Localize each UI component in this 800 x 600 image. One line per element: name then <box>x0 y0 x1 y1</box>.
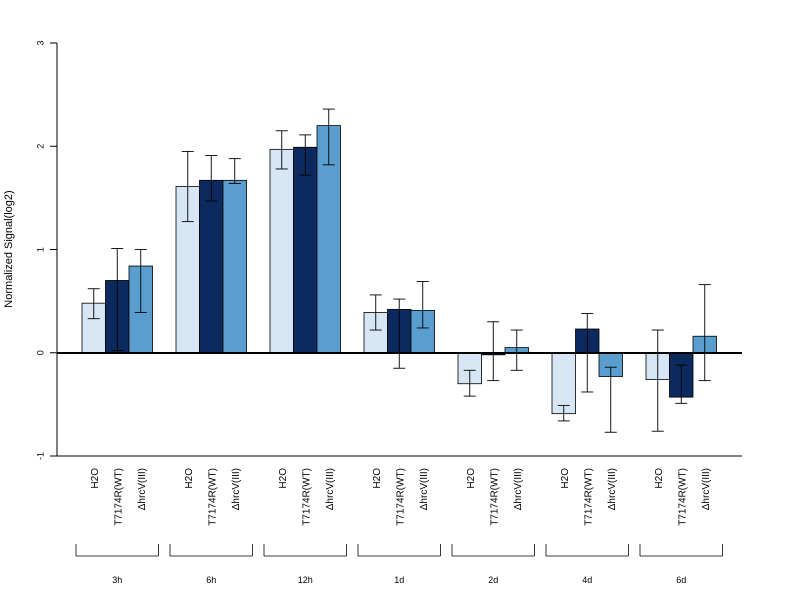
x-tick-label: ΔhrcV(III) <box>419 468 430 510</box>
bar <box>222 179 247 354</box>
y-tick-label: 3 <box>35 40 45 45</box>
x-tick-label: T7174R(WT) <box>301 468 312 526</box>
bar <box>293 146 318 354</box>
y-axis-label: Normalized Signal(log2) <box>3 190 15 307</box>
group-label: 6d <box>676 575 686 585</box>
x-tick-label: T7174R(WT) <box>677 468 688 526</box>
x-tick-label: ΔhrcV(III) <box>325 468 336 510</box>
x-tick-label: T7174R(WT) <box>113 468 124 526</box>
bar <box>551 352 576 415</box>
x-tick-labels: H2O T7174R(WT) ΔhrcV(III) H2O T7174R(WT) Δhrc… <box>90 468 712 526</box>
x-tick-label: ΔhrcV(III) <box>231 468 242 510</box>
group-label: 1d <box>394 575 404 585</box>
x-tick-label: H2O <box>560 468 571 489</box>
group-label: 3h <box>112 575 122 585</box>
y-tick-label: 2 <box>35 144 45 149</box>
x-tick-label: T7174R(WT) <box>395 468 406 526</box>
bar <box>199 179 224 354</box>
group-label: 4d <box>582 575 592 585</box>
x-tick-label: ΔhrcV(III) <box>137 468 148 510</box>
x-tick-label: T7174R(WT) <box>583 468 594 526</box>
x-tick-label: ΔhrcV(III) <box>701 468 712 510</box>
y-tick-label: 1 <box>35 247 45 252</box>
group-label: 6h <box>206 575 216 585</box>
x-tick-label: H2O <box>278 468 289 489</box>
x-tick-label: H2O <box>90 468 101 489</box>
bar <box>269 148 294 354</box>
y-ticks: -1 0 1 2 3 <box>35 40 57 460</box>
x-tick-label: H2O <box>654 468 665 489</box>
y-tick-label: 0 <box>35 350 45 355</box>
group-label: 2d <box>488 575 498 585</box>
x-tick-label: ΔhrcV(III) <box>607 468 618 510</box>
x-tick-label: ΔhrcV(III) <box>513 468 524 510</box>
group-brackets: 3h 6h 12h 1d 2d 4d 6d <box>75 544 723 585</box>
bars <box>81 125 717 415</box>
y-tick-label: -1 <box>35 452 45 460</box>
x-tick-label: H2O <box>184 468 195 489</box>
x-tick-label: H2O <box>466 468 477 489</box>
error-bars <box>87 108 711 433</box>
group-label: 12h <box>298 575 313 585</box>
x-tick-label: T7174R(WT) <box>489 468 500 526</box>
x-tick-label: H2O <box>372 468 383 489</box>
y-axis: -1 0 1 2 3 <box>35 40 58 460</box>
x-tick-label: T7174R(WT) <box>207 468 218 526</box>
